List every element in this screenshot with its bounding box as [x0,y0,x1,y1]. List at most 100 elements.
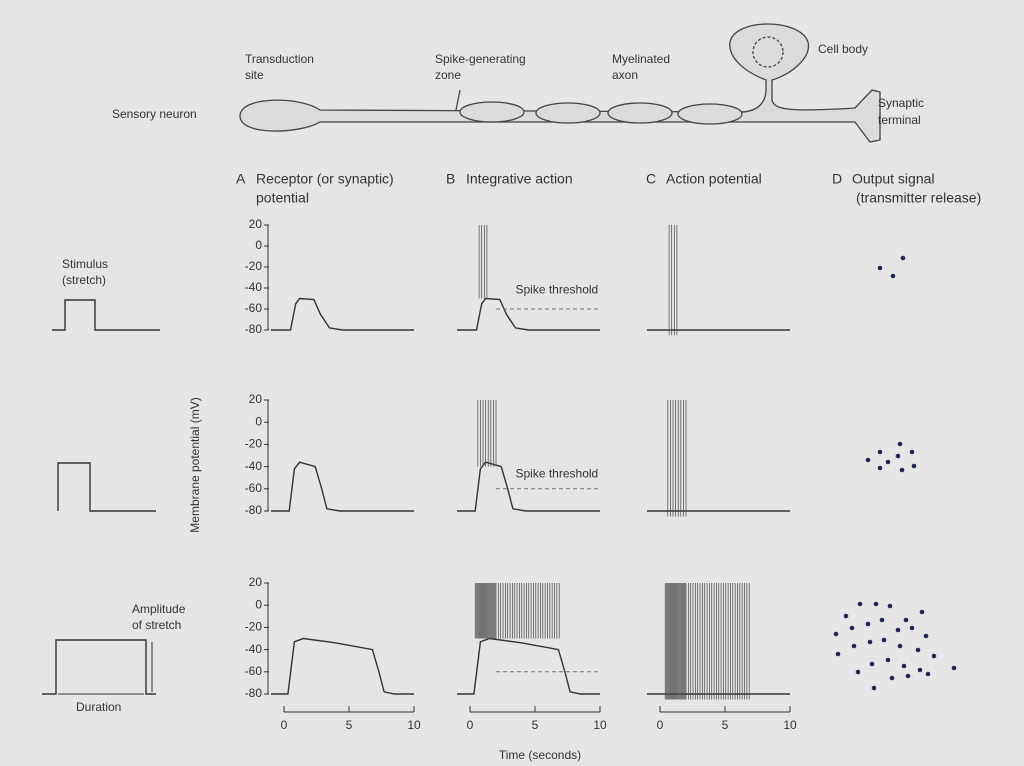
figure: Sensory neuron Transduction site Spike-g… [0,0,1024,766]
x-tick-label: 10 [593,718,607,732]
vesicle-dot [850,626,855,631]
vesicle-dot [924,634,929,639]
axis-label: Time (seconds) [499,748,581,762]
vesicle-dot [906,674,911,679]
y-tick-label: -20 [245,620,263,634]
vesicle-dot [878,450,883,455]
vesicle-dot [916,648,921,653]
vesicle-dot [858,602,863,607]
vesicle-dot [898,644,903,649]
myelin [460,102,524,122]
y-tick-label: -40 [245,459,263,473]
vesicle-dot [904,618,909,623]
vesicle-dot [878,466,883,471]
x-tick-label: 0 [467,718,474,732]
vesicle-dot [870,662,875,667]
column-letter: D [832,171,842,187]
x-tick-label: 0 [281,718,288,732]
threshold-label: Spike threshold [516,283,599,297]
label: Amplitude [132,602,186,616]
vesicle-dot [844,614,849,619]
nucleus [753,37,783,67]
myelin [608,103,672,123]
label: (stretch) [62,273,106,287]
vesicle-dot [836,652,841,657]
y-tick-label: -80 [245,686,263,700]
label: site [245,68,264,82]
vesicle-dot [896,628,901,633]
y-tick-label: -20 [245,437,263,451]
vesicle-dot [932,654,937,659]
vesicle-dot [926,672,931,677]
x-tick-label: 5 [346,718,353,732]
column-letter: A [236,171,246,187]
label: terminal [878,113,921,127]
vesicle-dot [891,274,896,279]
vesicle-dot [866,622,871,627]
vesicle-dot [880,618,885,623]
vesicle-dot [910,450,915,455]
label: Sensory neuron [112,107,197,121]
y-tick-label: 0 [255,597,262,611]
column-title: Integrative action [466,171,573,187]
column-title: Output signal [852,171,935,187]
vesicle-dot [874,602,879,607]
y-tick-label: -80 [245,503,263,517]
y-tick-label: 20 [249,575,263,589]
vesicle-dot [912,464,917,469]
vesicle-dot [872,686,877,691]
label: Duration [76,700,121,714]
vesicle-dot [901,256,906,261]
x-tick-label: 10 [783,718,797,732]
x-tick-label: 10 [407,718,421,732]
vesicle-dot [834,632,839,637]
vesicle-dot [898,442,903,447]
label: zone [435,68,461,82]
y-tick-label: -20 [245,259,263,273]
axis-label: Membrane potential (mV) [188,397,202,532]
column-title: Receptor (or synaptic) [256,171,394,187]
column-letter: B [446,171,455,187]
vesicle-dot [856,670,861,675]
vesicle-dot [918,668,923,673]
vesicle-dot [866,458,871,463]
y-tick-label: 20 [249,392,263,406]
y-tick-label: -80 [245,322,263,336]
x-tick-label: 5 [532,718,539,732]
label: of stretch [132,618,181,632]
vesicle-dot [920,610,925,615]
column-title: potential [256,190,309,206]
label: Cell body [818,42,868,56]
y-tick-label: -40 [245,642,263,656]
y-tick-label: 0 [255,238,262,252]
column-letter: C [646,171,656,187]
label: axon [612,68,638,82]
y-tick-label: -40 [245,280,263,294]
column-title: (transmitter release) [856,190,981,206]
y-tick-label: -60 [245,481,263,495]
vesicle-dot [882,638,887,643]
y-tick-label: -60 [245,664,263,678]
y-tick-label: 0 [255,414,262,428]
label: Spike-generating [435,52,526,66]
vesicle-dot [890,676,895,681]
vesicle-dot [852,644,857,649]
threshold-label: Spike threshold [516,467,599,481]
column-title: Action potential [666,171,762,187]
label: Transduction [245,52,314,66]
label: Stimulus [62,257,108,271]
vesicle-dot [886,460,891,465]
vesicle-dot [868,640,873,645]
myelin [678,104,742,124]
vesicle-dot [878,266,883,271]
vesicle-dot [902,664,907,669]
x-tick-label: 5 [722,718,729,732]
vesicle-dot [900,468,905,473]
vesicle-dot [910,626,915,631]
x-tick-label: 0 [657,718,664,732]
vesicle-dot [896,454,901,459]
y-tick-label: -60 [245,301,263,315]
y-tick-label: 20 [249,217,263,231]
label: Myelinated [612,52,670,66]
vesicle-dot [886,658,891,663]
